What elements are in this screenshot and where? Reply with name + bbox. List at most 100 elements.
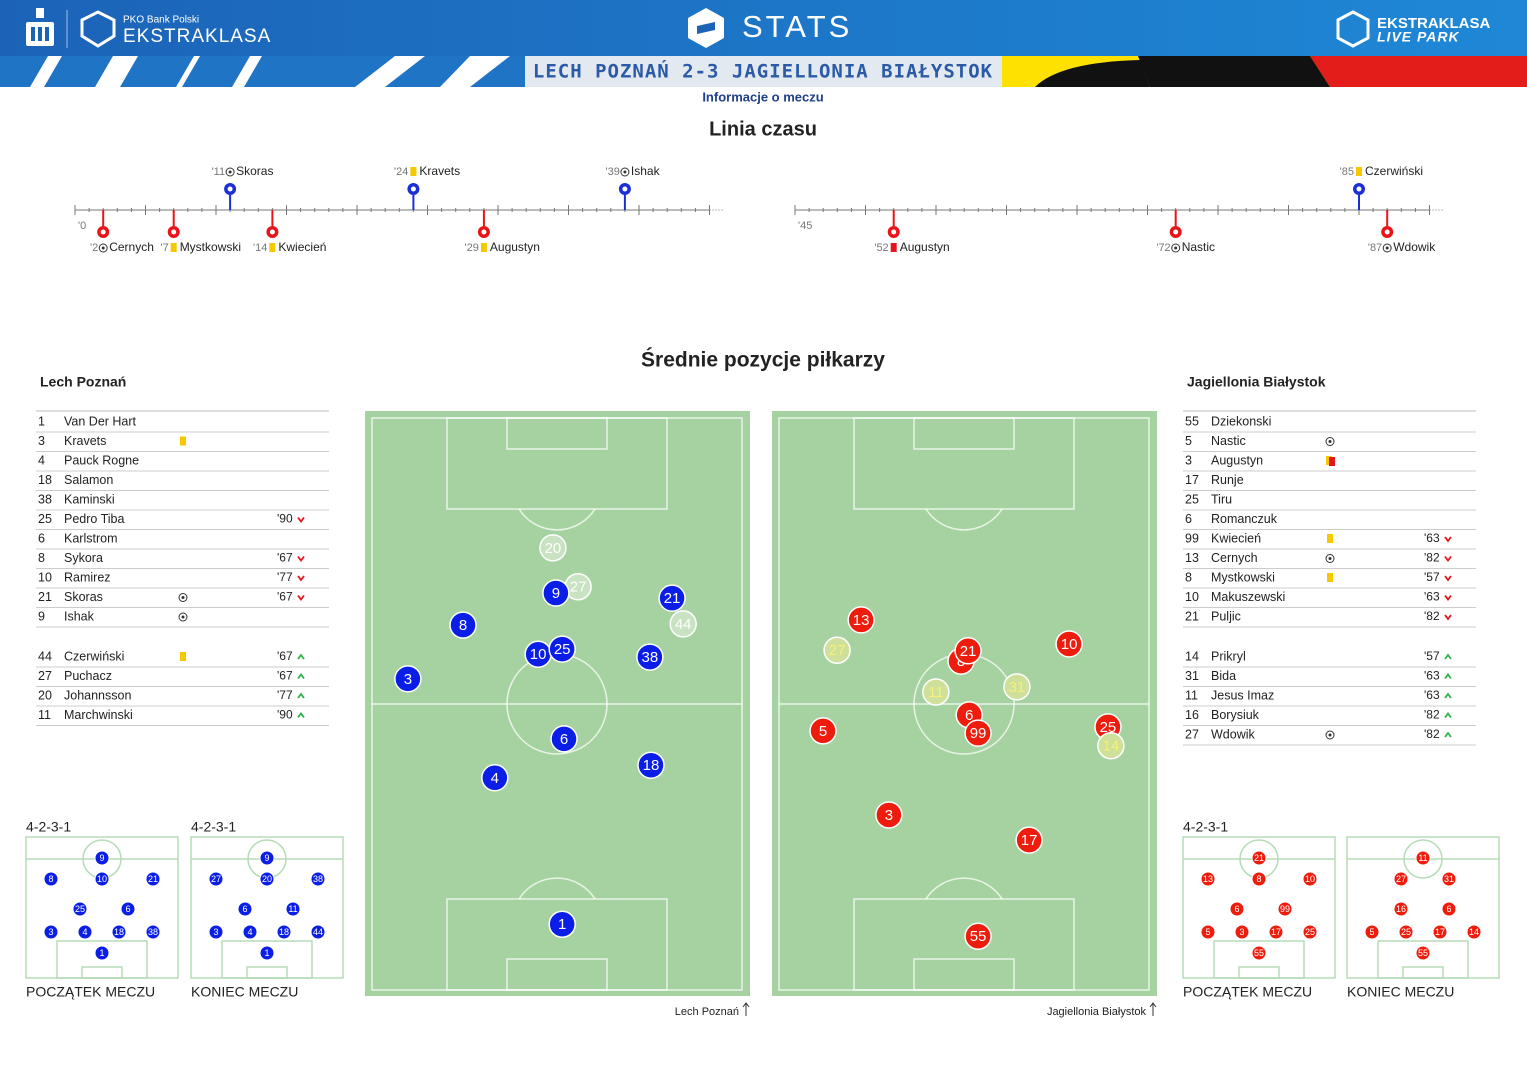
formation-number: 4 — [247, 927, 252, 937]
formation-number: 44 — [313, 927, 323, 937]
position-number: 25 — [1100, 719, 1117, 736]
live-sub: LIVE PARK — [1377, 29, 1460, 45]
live-logo — [1336, 10, 1370, 48]
formation-player — [120, 901, 136, 917]
formation-player — [111, 924, 127, 940]
formation-player — [1441, 901, 1457, 917]
sub-position — [539, 534, 567, 562]
formation-caption: KONIEC MECZU — [1347, 984, 1454, 1000]
player-position — [964, 719, 992, 747]
sub-minute: '82 — [1424, 727, 1440, 741]
formation-player — [259, 945, 275, 961]
event-minute: '72 — [1156, 242, 1170, 254]
event-player: Kwiecień — [278, 240, 326, 254]
formation-number: 1 — [99, 948, 104, 958]
mini-pitch-line — [246, 966, 288, 979]
pitch-line — [506, 417, 608, 450]
player-name: Marchwinski — [64, 708, 133, 722]
formation-player — [1393, 901, 1409, 917]
player-name: Kaminski — [64, 492, 115, 506]
sub-in-arrow — [297, 673, 305, 680]
timeline-title: Linia czasu — [709, 118, 817, 140]
player-number: 17 — [1185, 473, 1199, 487]
formation-label: 4-2-3-1 — [191, 819, 236, 835]
sub-in-arrow — [1444, 653, 1452, 660]
sub-minute: '63 — [1424, 669, 1440, 683]
position-number: 55 — [970, 928, 987, 945]
formation-label: 4-2-3-1 — [26, 819, 71, 835]
player-name: Dziekonski — [1211, 414, 1271, 428]
sub-in-arrow — [297, 692, 305, 699]
formation-player — [237, 901, 253, 917]
goal-icon-dot — [1385, 246, 1389, 250]
goal-icon-dot — [1328, 733, 1332, 737]
formation-number: 3 — [48, 927, 53, 937]
sub-in-arrow — [1444, 692, 1452, 699]
formation-player — [72, 901, 88, 917]
sub-minute: '57 — [1424, 570, 1440, 584]
position-number: 8 — [459, 617, 467, 634]
formation-number: 3 — [213, 927, 218, 937]
player-name: Van Der Hart — [64, 414, 137, 428]
sub-out-arrow — [1444, 536, 1452, 543]
pitch-line — [518, 877, 596, 900]
player-name: Nastic — [1211, 434, 1246, 448]
team-name: Jagiellonia Białystok — [1187, 374, 1326, 390]
player-position — [875, 801, 903, 829]
formation-number: 9 — [99, 853, 104, 863]
position-number: 6 — [560, 731, 568, 748]
player-name: Kravets — [64, 434, 106, 448]
formation-number: 25 — [1401, 927, 1411, 937]
goal-icon-dot — [181, 596, 185, 599]
formation-number: 99 — [1280, 904, 1290, 914]
player-name: Tiru — [1211, 492, 1232, 506]
mini-pitch-line — [1238, 966, 1280, 979]
formation-player — [1466, 924, 1482, 940]
position-number: 13 — [853, 612, 870, 629]
player-number: 20 — [38, 688, 52, 702]
info-link: Informacje o meczu — [702, 89, 823, 104]
player-number: 99 — [1185, 531, 1199, 545]
formation-number: 1 — [264, 948, 269, 958]
player-number: 4 — [38, 453, 45, 467]
formation-number: 6 — [242, 904, 247, 914]
direction-arrow — [742, 1002, 750, 1008]
player-name: Prikryl — [1211, 649, 1246, 663]
player-number: 8 — [1185, 570, 1192, 584]
player-name: Pauck Rogne — [64, 453, 139, 467]
pitch-line — [518, 508, 596, 531]
player-position — [1055, 630, 1083, 658]
player-name: Karlstrom — [64, 531, 117, 545]
stripe-black2 — [1138, 56, 1330, 87]
formation-number: 11 — [288, 904, 297, 914]
formation-number: 14 — [1469, 927, 1479, 937]
sub-position — [669, 610, 697, 638]
player-number: 3 — [1185, 453, 1192, 467]
formation-number: 17 — [1271, 927, 1281, 937]
position-number: 44 — [675, 616, 692, 633]
player-number: 25 — [1185, 492, 1199, 506]
event-player: Ishak — [631, 164, 661, 178]
event-pin-core — [1384, 229, 1390, 235]
goal-icon-dot — [623, 170, 627, 174]
sub-minute: '67 — [277, 669, 293, 683]
player-position — [548, 635, 576, 663]
player-name: Johannsson — [64, 688, 131, 702]
pitch-line — [925, 877, 1003, 900]
event-player: Wdowik — [1393, 240, 1436, 254]
sub-minute: '63 — [1424, 688, 1440, 702]
pitch-line — [925, 508, 1003, 531]
position-number: 20 — [545, 540, 562, 557]
formation-number: 55 — [1418, 948, 1428, 958]
formation-number: 10 — [1305, 874, 1315, 884]
yellow-card — [170, 243, 177, 252]
formation-number: 21 — [1254, 853, 1264, 863]
positions-title: Średnie pozycje piłkarzy — [641, 348, 885, 372]
player-name: Romanczuk — [1211, 512, 1278, 526]
formation-label: 4-2-3-1 — [1183, 819, 1228, 835]
player-name: Czerwiński — [64, 649, 124, 663]
event-pin-core — [622, 186, 628, 192]
stats: STATS — [742, 9, 852, 44]
formation-player — [1415, 850, 1431, 866]
formation-number: 3 — [1239, 927, 1244, 937]
